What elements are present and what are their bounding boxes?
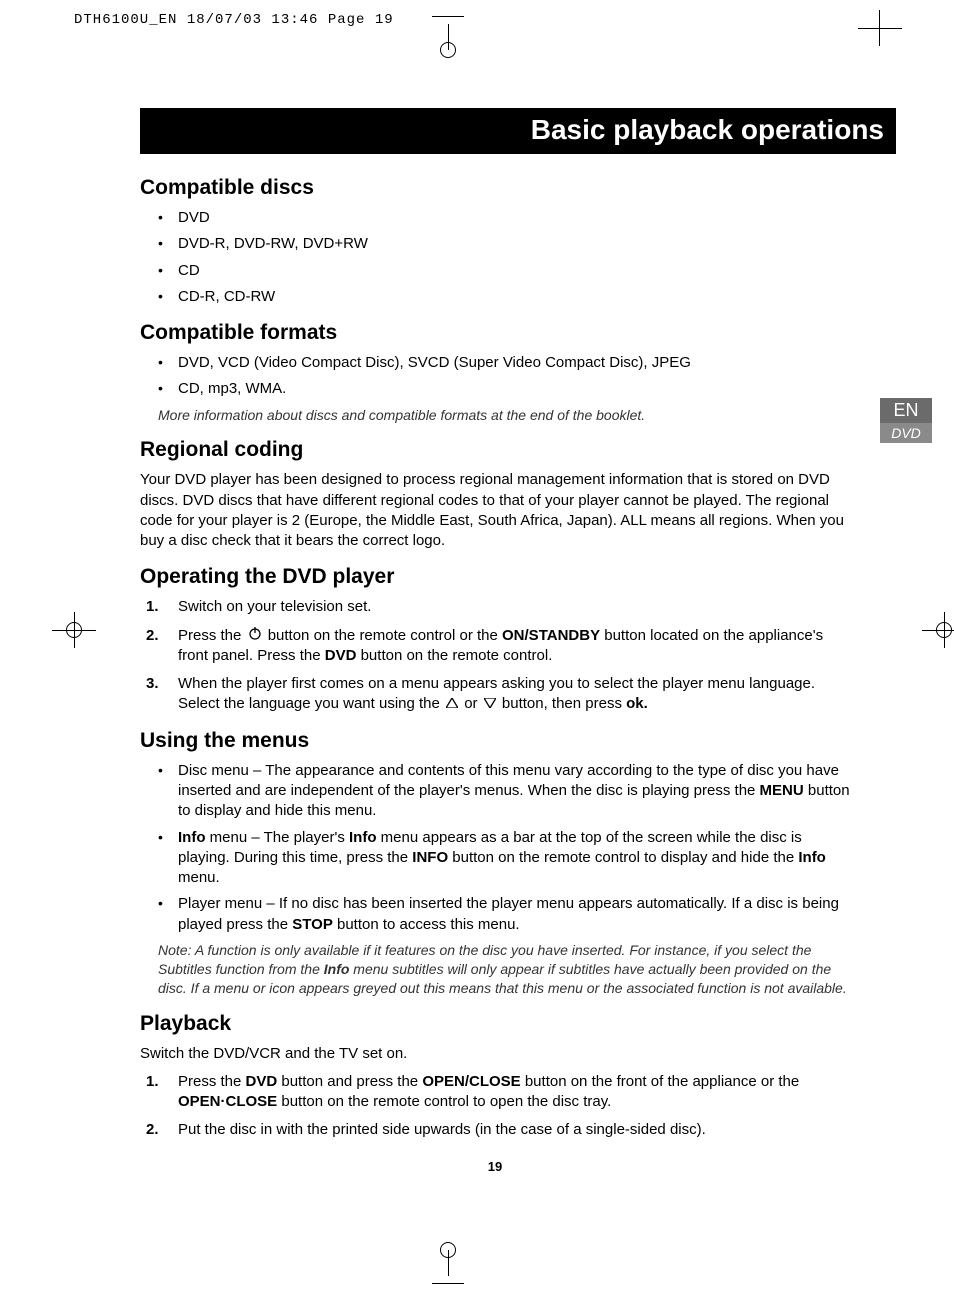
page-title: Basic playback operations xyxy=(140,108,896,154)
heading-regional: Regional coding xyxy=(140,438,850,462)
list-menus: Disc menu – The appearance and contents … xyxy=(140,761,850,935)
step-1: Switch on your television set. xyxy=(140,597,850,617)
crop-mark xyxy=(858,28,902,29)
list-item: DVD, VCD (Video Compact Disc), SVCD (Sup… xyxy=(158,353,850,373)
body-regional: Your DVD player has been designed to pro… xyxy=(140,470,850,551)
heading-compatible-discs: Compatible discs xyxy=(140,176,850,200)
page-content: Basic playback operations Compatible dis… xyxy=(140,108,896,1174)
note-formats: More information about discs and compati… xyxy=(158,406,850,425)
note-menus: Note: A function is only available if it… xyxy=(158,941,850,998)
heading-menus: Using the menus xyxy=(140,729,850,753)
list-item: Player menu – If no disc has been insert… xyxy=(158,894,850,935)
up-arrow-icon xyxy=(446,694,458,714)
crop-mark xyxy=(432,16,464,17)
playback-intro: Switch the DVD/VCR and the TV set on. xyxy=(140,1044,850,1064)
list-item: DVD xyxy=(158,208,850,228)
page-number: 19 xyxy=(140,1159,850,1174)
step-2: Put the disc in with the printed side up… xyxy=(140,1120,850,1140)
step-3: When the player first comes on a menu ap… xyxy=(140,674,850,715)
list-item: Info menu – The player's Info menu appea… xyxy=(158,828,850,889)
crop-mark xyxy=(0,1224,954,1294)
heading-playback: Playback xyxy=(140,1012,850,1036)
list-playback-steps: Press the DVD button and press the OPEN/… xyxy=(140,1072,850,1141)
list-item: CD xyxy=(158,261,850,281)
heading-compatible-formats: Compatible formats xyxy=(140,321,850,345)
list-compatible-discs: DVD DVD-R, DVD-RW, DVD+RW CD CD-R, CD-RW xyxy=(140,208,850,307)
list-item: CD, mp3, WMA. xyxy=(158,379,850,399)
list-compatible-formats: DVD, VCD (Video Compact Disc), SVCD (Sup… xyxy=(140,353,850,400)
list-item: DVD-R, DVD-RW, DVD+RW xyxy=(158,234,850,254)
heading-operating: Operating the DVD player xyxy=(140,565,850,589)
crop-mark xyxy=(440,42,456,58)
step-2: Press the button on the remote control o… xyxy=(140,626,850,667)
power-icon xyxy=(248,626,262,646)
down-arrow-icon xyxy=(484,694,496,714)
step-1: Press the DVD button and press the OPEN/… xyxy=(140,1072,850,1113)
list-operating-steps: Switch on your television set. Press the… xyxy=(140,597,850,714)
list-item: Disc menu – The appearance and contents … xyxy=(158,761,850,822)
list-item: CD-R, CD-RW xyxy=(158,287,850,307)
header-meta: DTH6100U_EN 18/07/03 13:46 Page 19 xyxy=(74,12,394,28)
